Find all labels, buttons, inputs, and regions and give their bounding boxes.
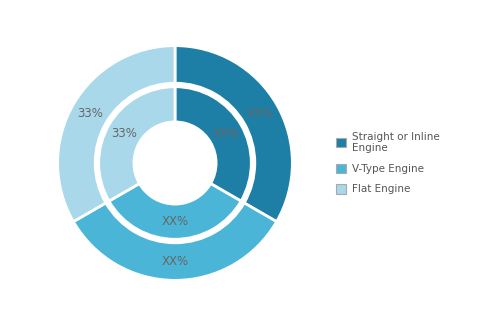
Text: 33%: 33%	[76, 107, 102, 120]
Wedge shape	[58, 46, 175, 222]
Wedge shape	[175, 46, 292, 222]
Text: XX%: XX%	[247, 107, 274, 120]
Wedge shape	[74, 203, 276, 280]
Wedge shape	[98, 87, 175, 201]
Text: XX%: XX%	[162, 255, 188, 268]
Legend: Straight or Inline
Engine, V-Type Engine, Flat Engine: Straight or Inline Engine, V-Type Engine…	[333, 128, 442, 198]
Text: XX%: XX%	[162, 215, 188, 228]
Text: XX%: XX%	[212, 127, 240, 140]
Wedge shape	[109, 184, 241, 239]
Text: 33%: 33%	[111, 127, 137, 140]
Wedge shape	[175, 87, 252, 201]
